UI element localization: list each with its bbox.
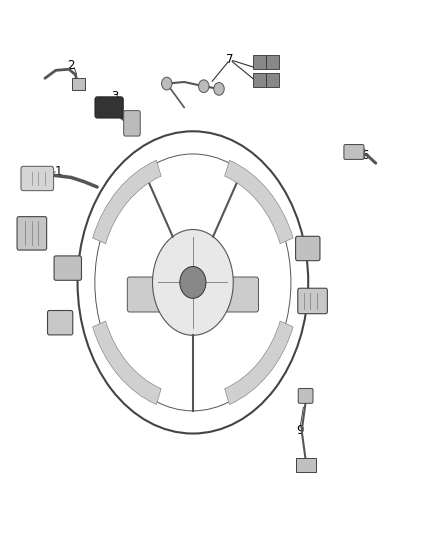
Text: 8: 8 bbox=[315, 294, 323, 308]
Text: 4: 4 bbox=[28, 233, 35, 246]
FancyBboxPatch shape bbox=[127, 277, 171, 312]
FancyBboxPatch shape bbox=[344, 144, 364, 159]
Circle shape bbox=[162, 77, 172, 90]
Text: 6: 6 bbox=[361, 149, 368, 161]
Circle shape bbox=[198, 80, 209, 93]
Text: 5: 5 bbox=[311, 244, 318, 257]
FancyBboxPatch shape bbox=[253, 55, 265, 69]
Wedge shape bbox=[92, 160, 161, 244]
Ellipse shape bbox=[152, 230, 233, 335]
FancyBboxPatch shape bbox=[72, 78, 85, 90]
Wedge shape bbox=[92, 321, 161, 405]
FancyBboxPatch shape bbox=[296, 236, 320, 261]
FancyBboxPatch shape bbox=[47, 311, 73, 335]
Text: 8: 8 bbox=[65, 321, 73, 334]
FancyBboxPatch shape bbox=[266, 55, 279, 69]
Text: 1: 1 bbox=[54, 165, 62, 177]
Text: 5: 5 bbox=[74, 268, 81, 281]
Circle shape bbox=[214, 83, 224, 95]
FancyBboxPatch shape bbox=[298, 389, 313, 403]
FancyBboxPatch shape bbox=[298, 288, 327, 314]
Text: 7: 7 bbox=[226, 53, 233, 66]
Text: 3: 3 bbox=[111, 90, 118, 103]
FancyBboxPatch shape bbox=[54, 256, 81, 280]
FancyBboxPatch shape bbox=[215, 277, 258, 312]
Wedge shape bbox=[225, 160, 293, 244]
Text: 2: 2 bbox=[67, 59, 75, 71]
FancyBboxPatch shape bbox=[296, 458, 316, 472]
Ellipse shape bbox=[180, 266, 206, 298]
FancyBboxPatch shape bbox=[17, 216, 47, 250]
FancyBboxPatch shape bbox=[124, 111, 140, 136]
FancyBboxPatch shape bbox=[266, 74, 279, 87]
Text: 9: 9 bbox=[296, 424, 303, 438]
Wedge shape bbox=[225, 321, 293, 405]
FancyBboxPatch shape bbox=[21, 166, 53, 191]
FancyBboxPatch shape bbox=[95, 97, 123, 118]
FancyBboxPatch shape bbox=[253, 74, 265, 87]
